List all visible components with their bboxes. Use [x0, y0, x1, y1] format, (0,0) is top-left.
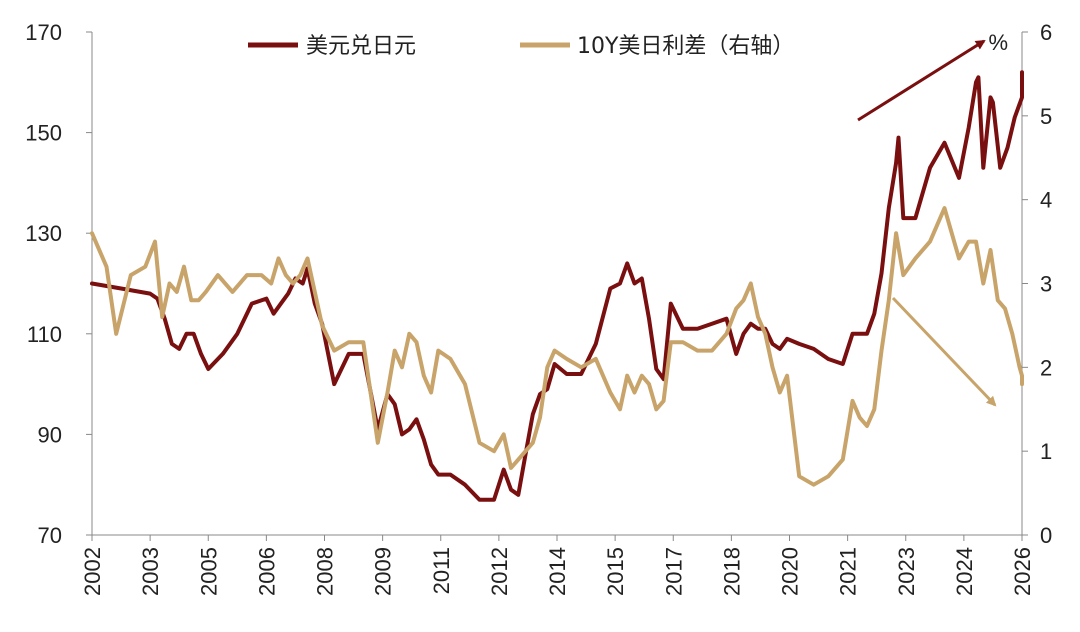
x-tick-label: 2015 [603, 547, 628, 596]
x-tick-label: 2006 [254, 547, 279, 596]
right-tick-label: 0 [1040, 523, 1052, 548]
x-tick-label: 2017 [661, 547, 686, 596]
legend-label-usdjpy: 美元兑日元 [306, 34, 416, 59]
x-tick-label: 2009 [371, 547, 396, 596]
right-tick-label: 1 [1040, 439, 1052, 464]
trend-arrow-down [891, 296, 997, 407]
x-tick-label: 2023 [894, 547, 919, 596]
x-tick-label: 2020 [778, 547, 803, 596]
series-line-rate-spread [90, 206, 1024, 487]
left-tick-label: 70 [38, 523, 62, 548]
trend-arrow-up [857, 39, 986, 122]
x-tick-label: 2003 [138, 547, 163, 596]
x-tick-label: 2008 [313, 547, 338, 596]
series-line-usdjpy [90, 70, 1024, 502]
x-axis-ticks: 2002 2003 2005 2006 2008 2009 2011 2012 2014 2015… [80, 535, 1035, 596]
right-tick-label: 3 [1040, 272, 1052, 297]
right-tick-label: 5 [1040, 104, 1052, 129]
legend-label-rate-spread: 10Y美日利差（右轴） [577, 34, 794, 59]
left-axis-ticks: 70 90 110 130 150 170 [25, 20, 92, 548]
x-tick-label: 2012 [487, 547, 512, 596]
right-tick-label: 2 [1040, 355, 1052, 380]
left-tick-label: 110 [27, 322, 62, 347]
left-tick-label: 150 [25, 121, 62, 146]
legend: 美元兑日元 10Y美日利差（右轴） [248, 34, 794, 59]
x-tick-label: 2026 [1010, 547, 1035, 596]
x-tick-label: 2018 [719, 547, 744, 596]
left-tick-label: 90 [38, 422, 62, 447]
left-tick-label: 170 [25, 20, 62, 45]
right-tick-label: 4 [1040, 188, 1052, 213]
x-tick-label: 2005 [196, 547, 221, 596]
x-tick-label: 2002 [80, 547, 105, 596]
x-tick-label: 2024 [952, 547, 977, 596]
right-tick-label: 6 [1040, 20, 1052, 45]
right-axis-unit: % [988, 30, 1008, 55]
left-tick-label: 130 [25, 221, 62, 246]
x-tick-label: 2011 [429, 547, 454, 594]
x-tick-label: 2021 [836, 547, 861, 596]
x-tick-label: 2014 [545, 547, 570, 596]
right-axis-ticks: 0 1 2 3 4 5 6 [1022, 20, 1052, 548]
